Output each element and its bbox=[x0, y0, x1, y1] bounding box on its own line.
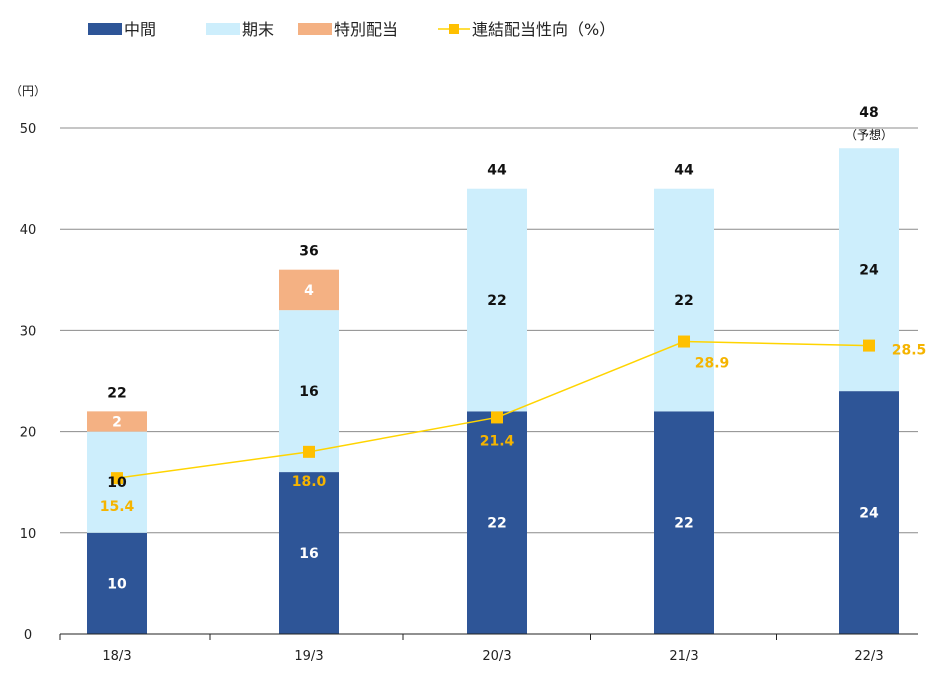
bar-segment-label: 22 bbox=[487, 516, 506, 532]
y-axis-unit-label: （円） bbox=[10, 84, 46, 98]
legend-label: 特別配当 bbox=[334, 20, 398, 39]
x-tick-label: 19/3 bbox=[294, 649, 323, 664]
payout-ratio-marker bbox=[491, 411, 503, 424]
legend-marker-swatch bbox=[449, 24, 459, 34]
payout-ratio-marker bbox=[111, 472, 123, 485]
x-tick-label: 21/3 bbox=[669, 649, 698, 664]
y-tick-label: 20 bbox=[20, 426, 37, 441]
x-tick-label: 18/3 bbox=[102, 649, 131, 664]
payout-ratio-label: 28.9 bbox=[695, 356, 730, 372]
payout-ratio-marker bbox=[678, 335, 690, 348]
legend-label: 中間 bbox=[124, 20, 156, 39]
bar-total-label: 44 bbox=[487, 163, 507, 179]
bar-segment bbox=[279, 269, 339, 311]
forecast-note: （予想） bbox=[845, 127, 893, 142]
legend-label: 連結配当性向（%） bbox=[472, 20, 615, 39]
y-tick-label: 30 bbox=[20, 324, 37, 339]
bar-segment-label: 24 bbox=[859, 263, 879, 279]
bar-total-label: 36 bbox=[299, 244, 318, 260]
bar-total-label: 48 bbox=[859, 105, 878, 121]
y-tick-label: 0 bbox=[24, 628, 32, 643]
legend-swatch bbox=[206, 23, 240, 35]
bar-segment bbox=[839, 391, 899, 634]
bar-segment bbox=[279, 472, 339, 634]
bar-segment-label: 4 bbox=[304, 283, 314, 299]
bar-segment-label: 2 bbox=[112, 414, 122, 430]
y-tick-label: 10 bbox=[20, 527, 37, 542]
bar-segment-label: 24 bbox=[859, 506, 879, 522]
bar-segment bbox=[467, 188, 527, 412]
bar-segment-label: 16 bbox=[299, 546, 318, 562]
bar-segment bbox=[87, 532, 147, 634]
bar-segment-label: 22 bbox=[674, 516, 693, 532]
payout-ratio-line bbox=[111, 335, 875, 485]
bar-total-label: 44 bbox=[674, 163, 694, 179]
bar-segment bbox=[87, 411, 147, 432]
bar-segment-label: 16 bbox=[299, 384, 318, 400]
legend-label: 期末 bbox=[242, 20, 274, 39]
payout-ratio-label: 21.4 bbox=[480, 433, 515, 449]
payout-ratio-label: 28.5 bbox=[892, 343, 927, 359]
bar-segment-label: 22 bbox=[487, 293, 506, 309]
x-axis: 18/3 19/3 20/3 21/3 22/3 bbox=[59, 633, 918, 664]
payout-ratio-marker bbox=[863, 339, 875, 352]
payout-ratio-marker bbox=[303, 445, 315, 458]
payout-ratio-label: 18.0 bbox=[292, 474, 327, 490]
payout-ratio-label: 15.4 bbox=[100, 499, 135, 515]
bar-segment-label: 10 bbox=[107, 576, 127, 592]
legend: 中間 期末 特別配当 連結配当性向（%） bbox=[88, 20, 615, 39]
bar-segment-label: 22 bbox=[674, 293, 693, 309]
y-tick-label: 40 bbox=[20, 223, 37, 238]
bar-segment bbox=[654, 411, 714, 634]
legend-swatch bbox=[298, 23, 332, 35]
bars bbox=[87, 148, 899, 634]
data-labels: 10102221616436222244222244242448（予想）15.4… bbox=[100, 105, 927, 592]
x-tick-label: 22/3 bbox=[854, 649, 883, 664]
bar-segment bbox=[467, 411, 527, 634]
bar-segment bbox=[654, 188, 714, 412]
x-tick-label: 20/3 bbox=[482, 649, 511, 664]
y-axis-ticks: 0 10 20 30 40 50 bbox=[20, 122, 37, 643]
bar-total-label: 22 bbox=[107, 385, 126, 401]
bar-segment bbox=[279, 310, 339, 473]
bar-segment-label: 10 bbox=[107, 475, 127, 491]
y-tick-label: 50 bbox=[20, 122, 37, 137]
legend-swatch bbox=[88, 23, 122, 35]
